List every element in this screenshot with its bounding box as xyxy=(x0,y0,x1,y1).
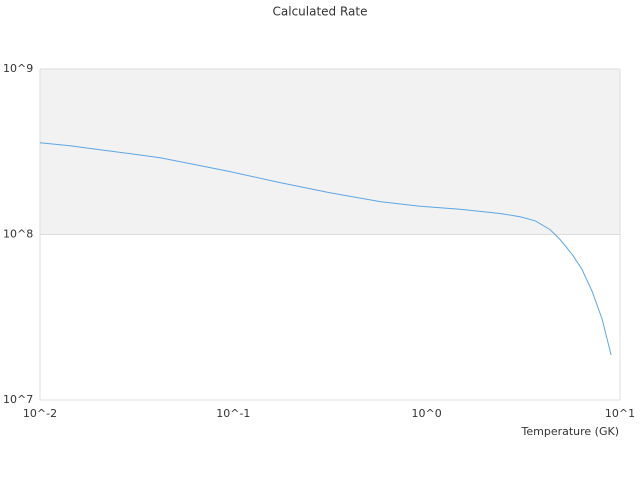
x-tick-label: 10^-1 xyxy=(216,407,250,420)
y-tick-label: 10^9 xyxy=(3,62,33,75)
x-axis-label: Temperature (GK) xyxy=(521,425,620,438)
x-tick-label: 10^1 xyxy=(605,407,635,420)
line xyxy=(39,142,612,356)
x-tick-label: 10^-2 xyxy=(23,407,57,420)
x-tick-label: 10^0 xyxy=(412,407,442,420)
y-tick-label: 10^7 xyxy=(3,393,33,406)
bands xyxy=(40,69,620,235)
y-tick-label: 10^8 xyxy=(3,228,33,241)
chart-title: Calculated Rate xyxy=(273,5,368,19)
grid-band xyxy=(40,69,620,235)
